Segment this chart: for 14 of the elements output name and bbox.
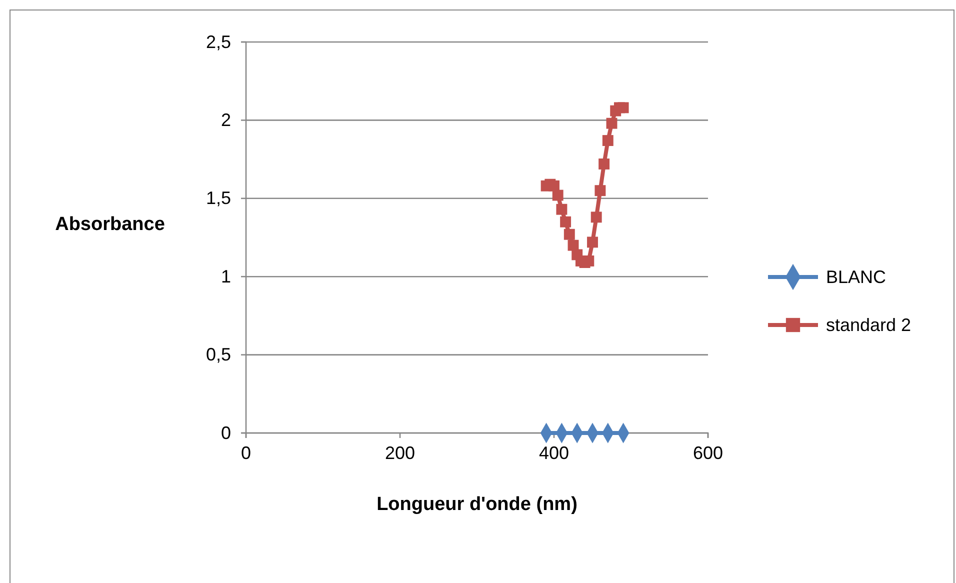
y-tick-label: 0,5	[206, 344, 231, 365]
legend-label: standard 2	[826, 315, 912, 335]
x-tick-label: 600	[692, 442, 724, 463]
y-tick-label: 2,5	[206, 32, 231, 52]
y-tick-label: 1,5	[206, 188, 231, 208]
y-tick-label: 2	[220, 110, 231, 130]
legend-label: BLANC	[826, 267, 886, 287]
x-tick-label: 0	[240, 442, 252, 463]
y-tick-label: 1	[220, 266, 231, 286]
y-tick-label: 0	[220, 422, 231, 443]
x-tick-label: 400	[538, 442, 570, 463]
y-axis-title: Absorbance	[55, 214, 165, 235]
x-axis-title: Longueur d'onde (nm)	[376, 494, 578, 515]
x-tick-label: 200	[384, 442, 416, 463]
